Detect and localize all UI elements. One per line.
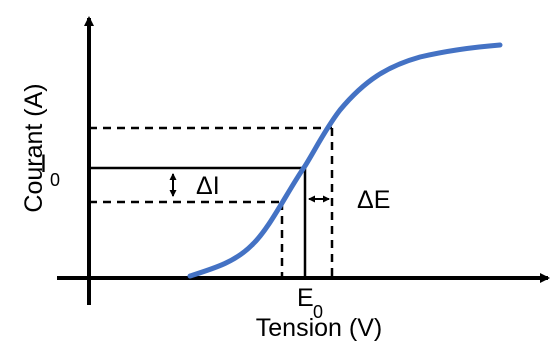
y-axis-label: Courant (A)	[20, 83, 48, 212]
x-axis-label: Tension (V)	[256, 314, 382, 342]
e0-symbol: E	[297, 284, 314, 312]
i0-symbol: I	[40, 150, 47, 178]
i0-subscript: 0	[50, 170, 60, 190]
response-curve	[187, 42, 503, 279]
delta-voltage-label: ΔE	[357, 186, 390, 214]
e0-subscript: 0	[313, 302, 323, 322]
delta-current-label: ΔI	[196, 172, 220, 200]
